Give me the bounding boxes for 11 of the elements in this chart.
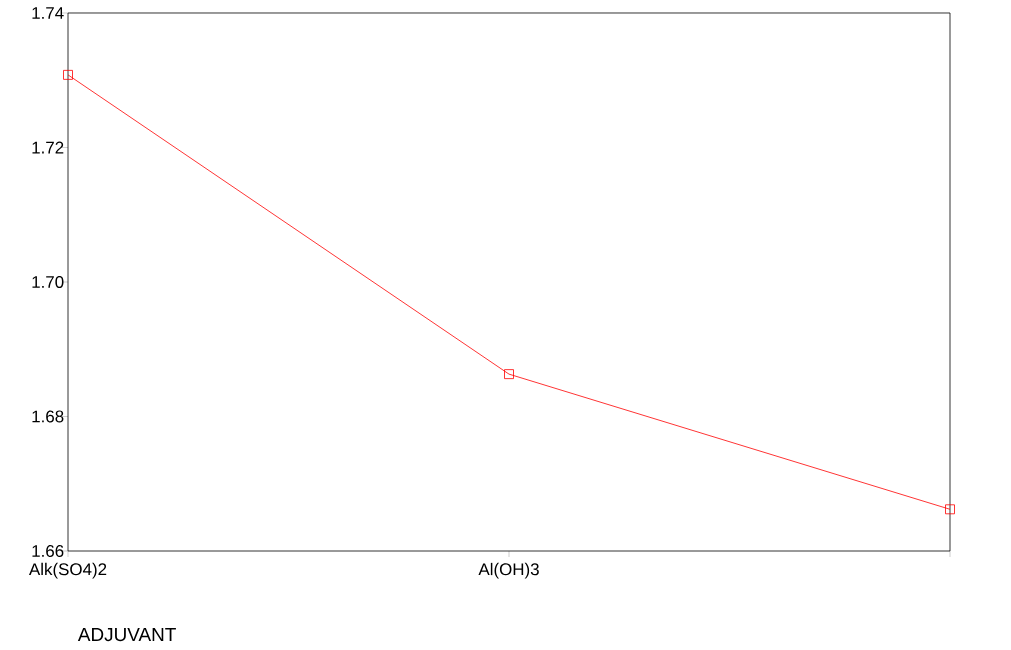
y-tick-label: 1.74 xyxy=(32,7,64,19)
x-tick-label: Al(OH)3 xyxy=(478,562,539,579)
y-tick-label: 1.68 xyxy=(32,410,64,423)
point xyxy=(945,504,955,515)
x-tick-label: Alk(SO4)2 xyxy=(28,562,107,579)
point xyxy=(63,69,73,80)
point xyxy=(504,369,514,380)
y-tick-label: 1.72 xyxy=(32,141,64,154)
x-axis-title: ADJUVANT xyxy=(77,627,176,642)
y-tick-label: 1.66 xyxy=(32,545,64,557)
y-tick-label: 1.70 xyxy=(32,276,64,288)
